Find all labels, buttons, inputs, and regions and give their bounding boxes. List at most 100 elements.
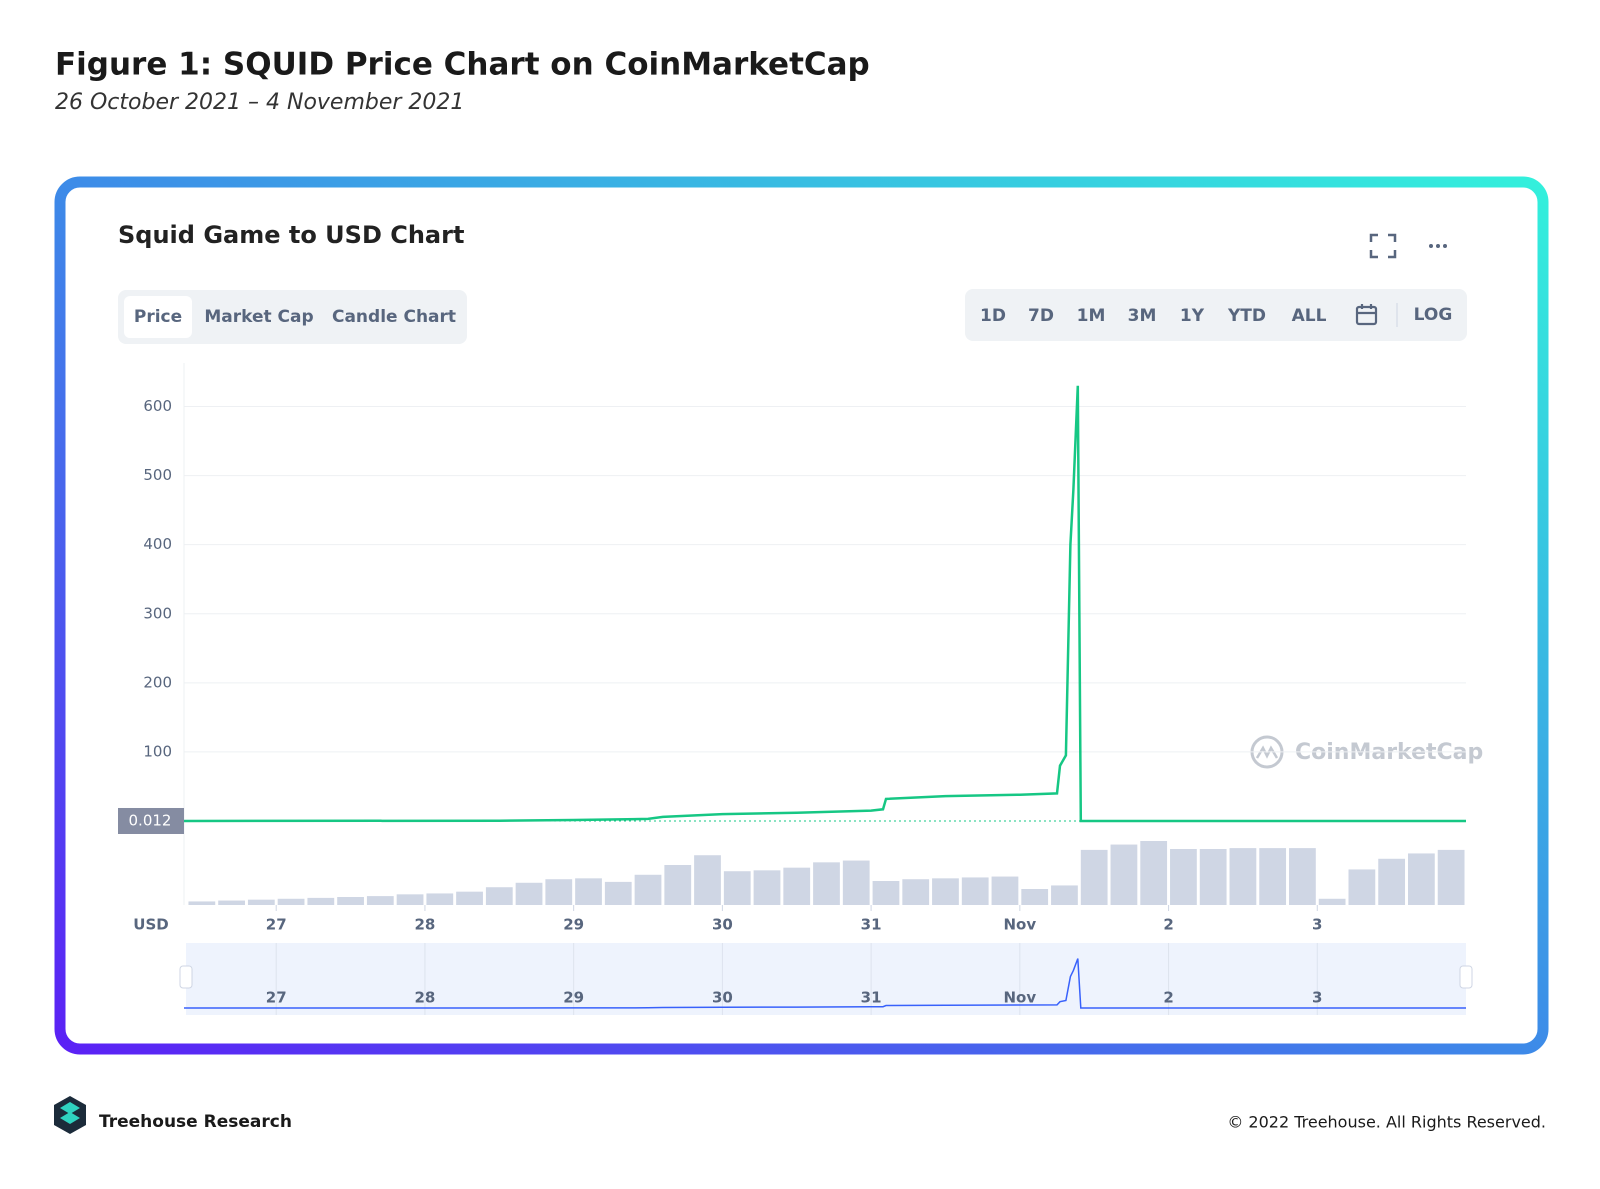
volume-bar (1080, 849, 1108, 905)
volume-bar (1378, 858, 1406, 905)
y-tick-label: 300 (143, 604, 172, 622)
volume-bar (247, 899, 275, 905)
range-button[interactable]: ALL (1292, 306, 1327, 326)
navigator-tick-label: 29 (563, 989, 584, 1007)
tab[interactable]: Market Cap (204, 307, 313, 327)
volume-bar (1289, 848, 1316, 905)
figure-subtitle: 26 October 2021 – 4 November 2021 (55, 90, 464, 115)
volume-bar (366, 896, 394, 905)
copyright: © 2022 Treehouse. All Rights Reserved. (1227, 1113, 1546, 1132)
fullscreen-icon[interactable] (1369, 233, 1397, 259)
volume-bar (188, 901, 216, 905)
volume-bar (1199, 849, 1227, 905)
x-tick-label: 31 (861, 916, 882, 934)
volume-bar (813, 862, 840, 905)
volume-bar (723, 871, 751, 905)
volume-bar (1021, 889, 1049, 905)
range-button[interactable]: 3M (1128, 306, 1157, 326)
navigator-tick-label: 31 (861, 989, 882, 1007)
y-tick-label: 200 (143, 673, 172, 691)
volume-bar (545, 879, 573, 905)
current-price-label: 0.012 (129, 811, 172, 829)
volume-bar (783, 867, 811, 905)
volume-bar (991, 876, 1019, 905)
x-tick-label: 27 (266, 916, 287, 934)
navigator-tick-label: 2 (1163, 989, 1173, 1007)
watermark-text: CoinMarketCap (1295, 740, 1483, 765)
volume-bar (1229, 848, 1257, 905)
card (54, 176, 1549, 1055)
brand: Treehouse Research (99, 1112, 292, 1132)
x-tick-label: 2 (1163, 916, 1173, 934)
y-tick-label: 500 (143, 466, 172, 484)
volume-bar (1348, 869, 1376, 905)
tab-active (124, 296, 192, 338)
y-axis-label: USD (133, 916, 168, 934)
navigator-tick-label: Nov (1004, 989, 1037, 1007)
volume-bar (1110, 844, 1138, 905)
y-tick-label: 400 (143, 535, 172, 553)
brand-logo (54, 1096, 86, 1134)
volume-bar (485, 887, 513, 905)
volume-bar (396, 894, 424, 905)
navigator-tick-label: 30 (712, 989, 733, 1007)
watermark: CoinMarketCap (1250, 735, 1483, 769)
tab[interactable]: Candle Chart (332, 307, 456, 327)
volume-bar (426, 893, 454, 905)
navigator (186, 943, 1466, 1015)
volume-bar (218, 900, 245, 905)
y-tick-label: 100 (143, 742, 172, 760)
volume-bar (307, 897, 335, 905)
navigator-tick-label: 28 (414, 989, 435, 1007)
x-tick-label: 30 (712, 916, 733, 934)
volume-bar (277, 898, 305, 905)
volume-bar (1140, 841, 1168, 905)
y-tick-label: 600 (143, 397, 172, 415)
range-button[interactable]: 1M (1077, 306, 1106, 326)
x-tick-label: 3 (1312, 916, 1322, 934)
navigator-handle[interactable] (179, 965, 193, 989)
volume-bar (932, 878, 959, 905)
volume-bar (634, 874, 662, 905)
range-button[interactable]: 1Y (1180, 306, 1205, 326)
calendar-icon[interactable] (1355, 304, 1378, 326)
range-button[interactable]: 1D (980, 306, 1006, 326)
navigator-line (184, 958, 1466, 1009)
widget-title: Squid Game to USD Chart (118, 221, 464, 249)
navigator-tick-label: 27 (266, 989, 287, 1007)
volume-bar (842, 860, 870, 905)
range-group (965, 289, 1467, 341)
volume-bar (515, 882, 543, 905)
tab[interactable]: Price (134, 307, 182, 327)
figure-title: Figure 1: SQUID Price Chart on CoinMarke… (55, 47, 870, 83)
x-tick-label: 28 (414, 916, 435, 934)
volume-bar (1051, 885, 1078, 905)
price-line (183, 385, 1466, 823)
more-icon[interactable] (1429, 244, 1447, 248)
volume-bar (575, 878, 602, 905)
volume-bar (337, 897, 364, 905)
volume-bar (1259, 848, 1287, 905)
navigator-tick-label: 3 (1312, 989, 1322, 1007)
x-tick-label: 29 (563, 916, 584, 934)
navigator-handle[interactable] (1459, 965, 1473, 989)
tab-group (118, 290, 467, 344)
volume-bar (604, 881, 632, 905)
volume-bar (1437, 849, 1465, 905)
volume-bar (664, 865, 692, 905)
x-tick-label: Nov (1004, 916, 1037, 934)
volume-bar (456, 891, 483, 905)
volume-bar (961, 877, 989, 905)
range-button[interactable]: YTD (1227, 306, 1266, 326)
current-price-tag (118, 807, 184, 834)
range-button[interactable]: 7D (1028, 306, 1054, 326)
volume-bar (872, 881, 900, 905)
log-button[interactable]: LOG (1414, 305, 1453, 325)
volume-bar (902, 879, 930, 905)
volume-bar (1170, 849, 1197, 905)
volume-bar (1407, 853, 1435, 905)
volume-bar (1318, 898, 1346, 905)
volume-bar (753, 870, 781, 905)
volume-bar (694, 855, 721, 905)
